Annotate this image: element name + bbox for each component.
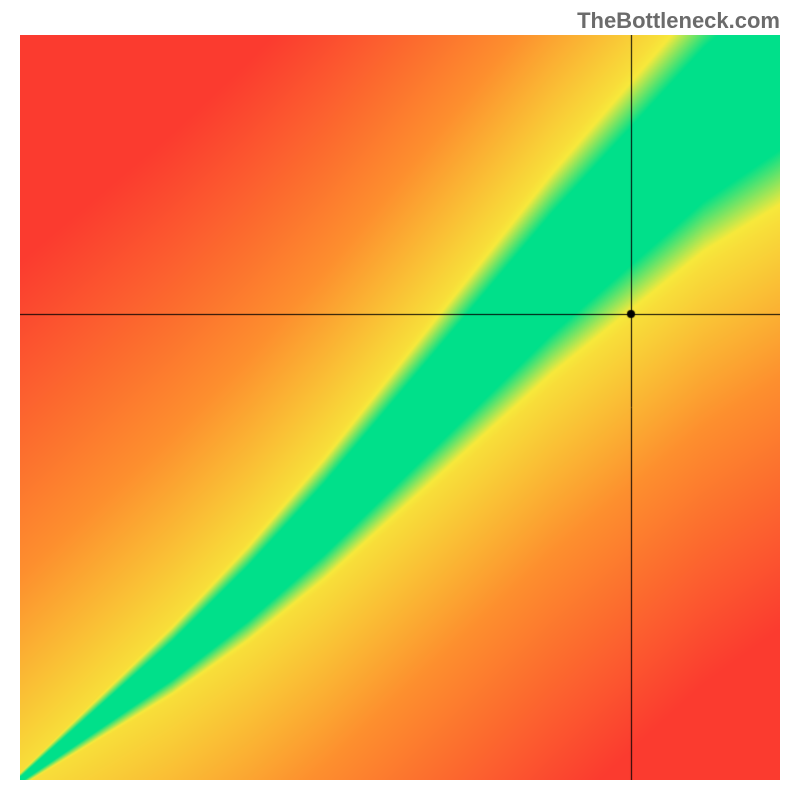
heatmap-canvas bbox=[20, 35, 780, 780]
watermark-text: TheBottleneck.com bbox=[577, 8, 780, 34]
bottleneck-heatmap bbox=[20, 35, 780, 780]
